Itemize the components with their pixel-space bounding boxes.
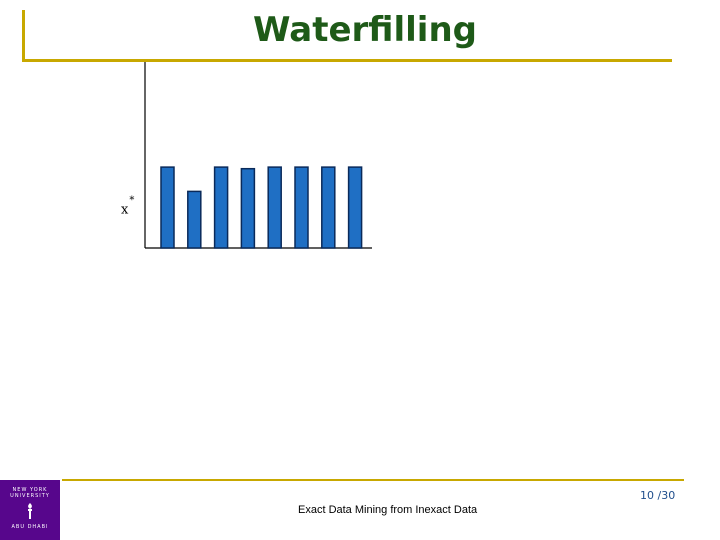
y-axis-label-text: x [121, 202, 129, 218]
bar-7 [321, 166, 336, 249]
slide-title: Waterfilling [252, 10, 478, 50]
bar-4 [240, 167, 256, 249]
bar-8 [347, 166, 363, 249]
footer-rule [62, 479, 684, 481]
footer-text: Exact Data Mining from Inexact Data [298, 504, 478, 516]
bar-6 [294, 166, 309, 249]
title-accent-left-rule [22, 10, 25, 62]
y-axis-label: x* [121, 195, 134, 218]
y-axis-label-superscript: * [129, 195, 135, 206]
bar-2 [187, 190, 202, 249]
logo-text-line2: UNIVERSITY [10, 493, 50, 499]
bar-series [160, 166, 363, 249]
bar-1 [160, 166, 175, 249]
logo-text-line3: ABU DHABI [11, 524, 49, 530]
bar-3 [213, 166, 229, 249]
title-accent-bottom-rule [22, 59, 672, 62]
nyu-abu-dhabi-logo: NEW YORK UNIVERSITY ABU DHABI [0, 480, 60, 540]
logo-text-line1: NEW YORK [12, 487, 48, 493]
bar-5 [267, 166, 282, 249]
torch-icon [28, 503, 32, 519]
page-number: 10 /30 [640, 489, 676, 502]
